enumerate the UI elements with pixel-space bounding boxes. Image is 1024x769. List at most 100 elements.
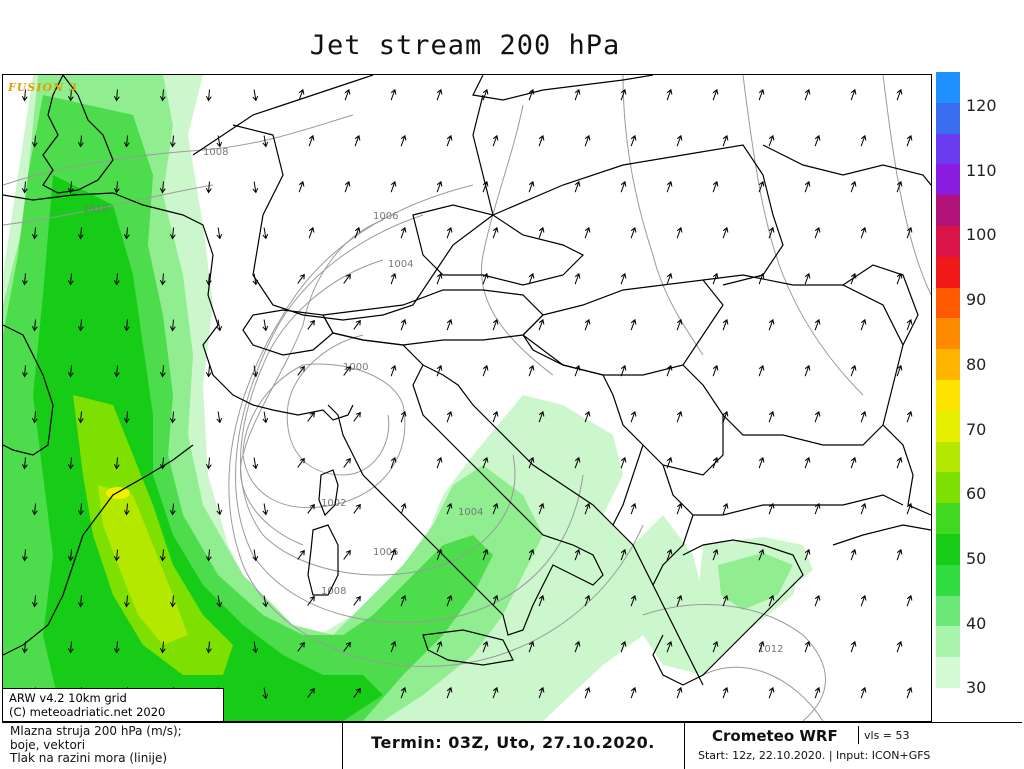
- wind-arrow: [67, 457, 74, 470]
- wind-arrow: [896, 364, 903, 377]
- coast-iberia-med: [3, 444, 194, 656]
- wind-arrow: [620, 548, 627, 561]
- wind-arrow: [297, 273, 305, 284]
- wind-arrow: [584, 686, 591, 699]
- wind-arrow: [574, 88, 581, 101]
- wind-arrow: [722, 318, 729, 331]
- wind-arrow: [492, 410, 499, 423]
- wind-arrow: [574, 180, 581, 193]
- wind-arrow: [262, 135, 269, 148]
- wind-arrow: [67, 89, 74, 102]
- wind-arrow: [850, 640, 857, 653]
- wind-arrow: [712, 88, 719, 101]
- wind-arrow: [538, 410, 545, 423]
- wind-arrow: [860, 318, 867, 331]
- wind-arrow: [860, 594, 867, 607]
- isobar-label: 1006: [373, 547, 398, 558]
- wind-arrow: [205, 457, 212, 470]
- wind-arrow: [666, 548, 673, 561]
- wind-arrow: [252, 273, 259, 286]
- wind-arrow: [67, 549, 74, 562]
- wind-arrow: [307, 503, 315, 514]
- wind-arrow: [113, 365, 120, 378]
- wind-arrow: [620, 456, 627, 469]
- wind-arrow: [528, 548, 535, 561]
- wind-arrow: [804, 364, 811, 377]
- wind-arrow: [400, 318, 407, 331]
- legend-tick-label: 50: [966, 548, 987, 568]
- wind-arrow: [262, 687, 269, 700]
- wind-arrow: [113, 549, 120, 562]
- coast-italy: [327, 332, 604, 636]
- wind-arrow: [216, 135, 223, 148]
- footer-bar: Mlazna struja 200 hPa (m/s); boje, vekto…: [2, 722, 1022, 769]
- wind-arrow: [712, 456, 719, 469]
- isobar-label: 1008: [203, 147, 228, 158]
- wind-arrow: [307, 687, 315, 698]
- copyright-line: (C) meteoadriatic.net 2020: [9, 705, 166, 719]
- wind-arrow: [252, 181, 259, 194]
- wind-arrow: [758, 640, 765, 653]
- wind-arrow: [538, 502, 545, 515]
- wind-arrow: [768, 594, 775, 607]
- wind-arrow: [343, 549, 351, 560]
- wind-arrow: [492, 502, 499, 515]
- wind-arrow: [906, 686, 913, 699]
- wind-arrow: [722, 134, 729, 147]
- wind-arrow: [482, 456, 489, 469]
- isobar-label: 1002: [321, 498, 346, 509]
- wind-arrow: [169, 595, 176, 608]
- isobar-label: 1008: [321, 586, 346, 597]
- coast-adriatic-east: [422, 364, 704, 686]
- wind-arrow: [77, 503, 84, 516]
- wind-arrow: [814, 410, 821, 423]
- wind-arrow: [860, 502, 867, 515]
- wind-arrow: [123, 411, 130, 424]
- wind-arrow: [77, 595, 84, 608]
- wind-arrow: [436, 88, 443, 101]
- wind-arrow: [538, 594, 545, 607]
- wind-arrow: [896, 272, 903, 285]
- legend-tick-label: 80: [966, 354, 987, 374]
- footer-inner-divider: [858, 726, 859, 744]
- shade-65: [98, 485, 188, 645]
- wind-arrow: [344, 180, 351, 193]
- desc-line: boje, vektori: [10, 737, 86, 752]
- wind-arrow: [252, 89, 259, 102]
- fusion-watermark: FUSION 3: [8, 81, 78, 94]
- legend-color-segment: [936, 256, 960, 289]
- legend-color-segment: [936, 380, 960, 412]
- wind-arrow: [159, 457, 166, 470]
- wind-arrow: [31, 411, 38, 424]
- wind-arrow: [436, 640, 443, 653]
- wind-arrow: [860, 410, 867, 423]
- legend-tick-label: 40: [966, 613, 987, 633]
- wind-arrow: [446, 226, 453, 239]
- wind-arrow: [584, 134, 591, 147]
- wind-arrow: [307, 411, 315, 422]
- wind-arrow: [252, 641, 259, 654]
- wind-arrow: [205, 549, 212, 562]
- border-cz: [412, 204, 585, 286]
- wind-arrow: [666, 272, 673, 285]
- legend-color-segment: [936, 626, 960, 658]
- wind-arrow: [216, 503, 223, 516]
- border-ro: [682, 274, 904, 446]
- wind-arrow: [574, 548, 581, 561]
- wind-arrow: [758, 548, 765, 561]
- wind-arrow: [343, 457, 351, 468]
- border-east: [762, 144, 931, 186]
- wind-arrow: [768, 318, 775, 331]
- wind-arrow: [482, 364, 489, 377]
- wind-arrow: [21, 273, 28, 286]
- wind-arrow: [446, 594, 453, 607]
- wind-arrow: [630, 410, 637, 423]
- model-info-box: ARW v4.2 10km grid (C) meteoadriatic.net…: [2, 688, 224, 722]
- shade-east-40: [718, 553, 793, 610]
- legend-color-segment: [936, 534, 960, 566]
- legend-color-segment: [936, 226, 960, 258]
- wind-arrow: [297, 549, 305, 560]
- wind-arrow: [850, 456, 857, 469]
- wind-arrow: [353, 319, 361, 330]
- wind-arrow: [768, 410, 775, 423]
